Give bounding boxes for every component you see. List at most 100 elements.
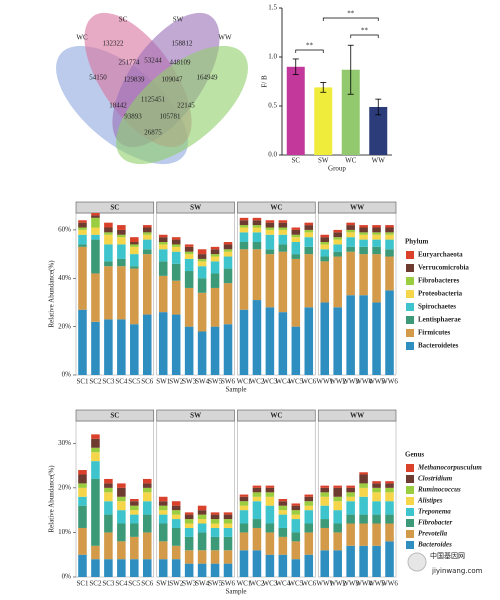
bar-segment bbox=[278, 510, 288, 515]
bar-segment bbox=[372, 523, 381, 546]
bar-segment bbox=[359, 487, 368, 497]
bar-segment bbox=[117, 487, 126, 497]
facet-strip bbox=[156, 201, 235, 214]
legend-label: Bacteroides bbox=[417, 541, 452, 549]
x-tick-label: SW3 bbox=[182, 580, 197, 588]
legend-swatch bbox=[406, 497, 414, 505]
bar-segment bbox=[171, 559, 181, 577]
bar-segment bbox=[223, 256, 233, 269]
bar-segment bbox=[117, 483, 126, 488]
y-tick-label: 20% bbox=[58, 322, 71, 330]
bar-segment bbox=[158, 249, 168, 262]
bar-segment bbox=[239, 510, 249, 524]
x-tick-label: WC5 bbox=[288, 580, 303, 588]
legend-label: Fibrobacter bbox=[418, 519, 452, 527]
bar-segment bbox=[278, 229, 288, 235]
watermark-text: 中国基因网 bbox=[430, 551, 465, 560]
bar-segment bbox=[171, 519, 181, 528]
bar-segment bbox=[320, 256, 330, 262]
bar-segment bbox=[333, 237, 342, 240]
bar-segment bbox=[142, 492, 152, 502]
bar-segment bbox=[197, 278, 207, 293]
bar-segment bbox=[142, 483, 152, 488]
x-tick-label: SW5 bbox=[208, 378, 223, 386]
bar-segment bbox=[91, 438, 100, 448]
bar-segment bbox=[278, 234, 288, 245]
bar-segment bbox=[333, 256, 342, 308]
bar-segment bbox=[117, 559, 126, 577]
bar-segment bbox=[265, 523, 275, 533]
bar-segment bbox=[91, 215, 100, 218]
bar-segment bbox=[158, 275, 168, 313]
bar-segment bbox=[104, 514, 113, 533]
bar-segment bbox=[385, 487, 394, 493]
bar-segment bbox=[252, 527, 262, 551]
venn-count: 22145 bbox=[177, 102, 195, 110]
bar-segment bbox=[265, 496, 275, 506]
bar-segment bbox=[320, 519, 330, 528]
bar-segment bbox=[130, 246, 139, 255]
bar-segment bbox=[359, 295, 368, 375]
bar-segment bbox=[78, 474, 87, 484]
bar-segment bbox=[372, 481, 381, 484]
bar-segment bbox=[372, 483, 381, 488]
bar-segment bbox=[104, 559, 113, 577]
bar-segment bbox=[385, 249, 394, 257]
bar-segment bbox=[239, 249, 249, 310]
x-tick-label: SC6 bbox=[141, 580, 154, 588]
venn-set-label: WC bbox=[76, 34, 88, 42]
facet-strip bbox=[75, 409, 155, 422]
y-tick-label: 30% bbox=[58, 439, 71, 447]
bar-segment bbox=[346, 295, 355, 375]
panel bbox=[75, 420, 155, 578]
bar-segment bbox=[385, 256, 394, 291]
legend-label: Lentisphaerae bbox=[418, 316, 461, 324]
x-tick-label: WW6 bbox=[381, 378, 398, 386]
panel bbox=[317, 212, 397, 376]
bar-segment bbox=[320, 496, 330, 506]
bar-segment bbox=[197, 550, 207, 564]
venn-count: 158812 bbox=[172, 40, 194, 48]
bar-segment bbox=[91, 234, 100, 240]
bar-segment bbox=[372, 545, 381, 577]
venn-count: 54150 bbox=[89, 74, 107, 82]
bar-segment bbox=[210, 246, 220, 250]
x-tick-label: WW3 bbox=[342, 580, 359, 588]
bar-segment bbox=[223, 514, 233, 520]
legend-swatch bbox=[406, 475, 414, 483]
legend-swatch bbox=[406, 251, 414, 259]
bar-segment bbox=[346, 232, 355, 238]
facet-strip bbox=[75, 201, 155, 214]
x-tick-label: SW2 bbox=[169, 580, 184, 588]
bar-segment bbox=[239, 242, 249, 250]
bar-segment bbox=[291, 254, 301, 259]
bar-segment bbox=[320, 492, 330, 497]
x-tick-label: WW1 bbox=[316, 378, 333, 386]
venn-count: 53244 bbox=[144, 57, 162, 65]
legend-label: Firmicutes bbox=[418, 329, 451, 337]
bar-segment bbox=[78, 227, 87, 230]
bar-segment bbox=[171, 237, 181, 240]
bar-segment bbox=[142, 478, 152, 484]
x-tick-label: SW4 bbox=[195, 378, 210, 386]
bar-segment bbox=[130, 514, 139, 524]
bar-segment bbox=[184, 536, 194, 551]
bar-segment bbox=[210, 550, 220, 564]
legend-label: Treponema bbox=[418, 508, 451, 516]
bar-segment bbox=[372, 246, 381, 255]
legend-swatch bbox=[406, 290, 414, 298]
bar-segment bbox=[117, 266, 126, 320]
bar-segment bbox=[223, 523, 233, 528]
bar-segment bbox=[184, 527, 194, 537]
bar-segment bbox=[78, 505, 87, 528]
x-tick-label: WW1 bbox=[316, 580, 333, 588]
legend-swatch bbox=[406, 342, 414, 350]
bar-segment bbox=[210, 563, 220, 577]
bar-segment bbox=[385, 501, 394, 515]
bar-segment bbox=[184, 514, 194, 520]
bar-segment bbox=[346, 246, 355, 252]
bar-segment bbox=[239, 494, 249, 497]
bar-segment bbox=[171, 514, 181, 520]
bar-segment bbox=[210, 261, 220, 274]
bar-segment bbox=[158, 234, 168, 238]
